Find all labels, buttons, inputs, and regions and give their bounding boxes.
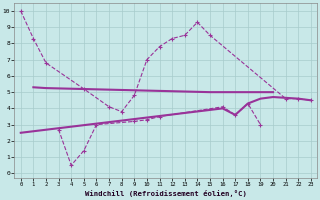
X-axis label: Windchill (Refroidissement éolien,°C): Windchill (Refroidissement éolien,°C)	[85, 190, 247, 197]
